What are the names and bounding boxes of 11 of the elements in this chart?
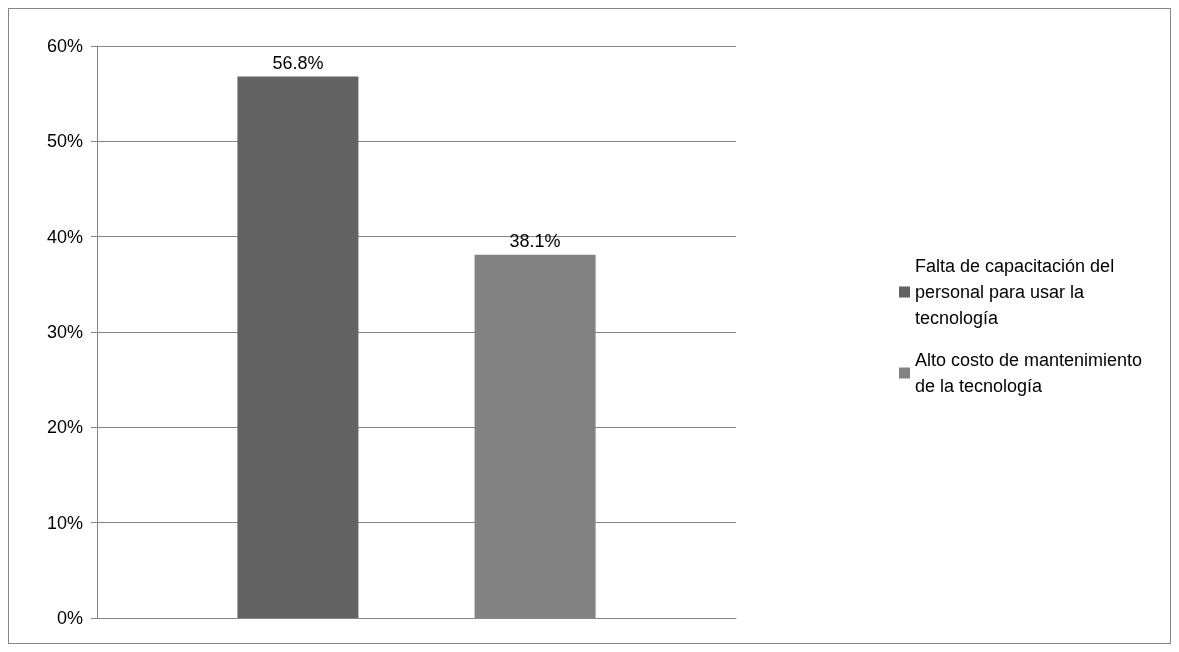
- data-label: 56.8%: [272, 52, 324, 73]
- legend-label: Alto costo de mantenimiento de la tecnología: [915, 350, 1148, 396]
- y-tick-label: 60%: [46, 36, 83, 56]
- legend-label: Falta de capacitación del personal para usar la tecnología: [915, 256, 1120, 328]
- y-tick-label: 30%: [46, 322, 83, 342]
- y-tick-label: 40%: [46, 226, 83, 247]
- y-tick-label: 0%: [56, 608, 83, 628]
- data-label: 38.1%: [509, 230, 561, 251]
- y-tick-label: 20%: [46, 417, 83, 438]
- y-tick-label: 50%: [46, 131, 83, 152]
- y-tick-label: 10%: [46, 512, 83, 533]
